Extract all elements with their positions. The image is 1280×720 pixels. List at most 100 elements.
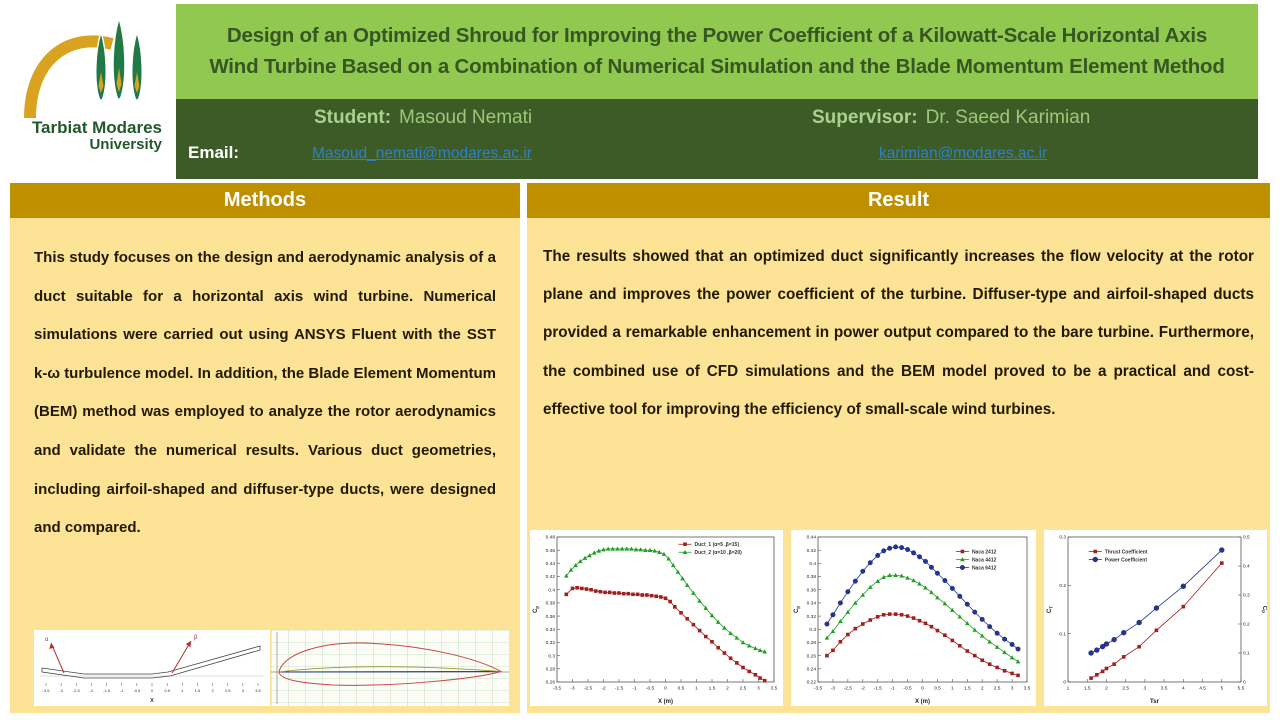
svg-text:2.5: 2.5	[1122, 686, 1129, 692]
chord-line	[278, 670, 502, 673]
svg-text:Naca 4412: Naca 4412	[972, 557, 997, 563]
svg-text:2: 2	[981, 686, 984, 692]
svg-text:-1: -1	[120, 688, 124, 693]
svg-text:4.5: 4.5	[1199, 686, 1206, 692]
duct-profile-figure: α β -3.5 -3 -2.5 -2 -1.5 -1 -0.5 0 0.5 1 1.5 2 2.5 3 3…	[34, 630, 270, 706]
university-name-line1: Tarbiat Modares	[31, 118, 162, 137]
svg-text:0.22: 0.22	[807, 680, 817, 686]
logo-tree-left	[95, 29, 107, 101]
university-logo: Tarbiat Modares University	[0, 0, 176, 179]
svg-text:-0.5: -0.5	[133, 688, 141, 693]
svg-text:CP: CP	[1260, 606, 1267, 613]
svg-text:0.5: 0.5	[934, 686, 941, 692]
svg-text:-1: -1	[891, 686, 896, 692]
result-charts: -3.5 -3 -2.5 -2 -1.5 -1 -0.5 0 0.5 1 1.5 2 2.5 3 3.5 0.…	[530, 530, 1267, 706]
student-email-link[interactable]: Masoud_nemati@modares.ac.ir	[312, 145, 532, 162]
duct-axis-ticks: -3.5 -3 -2.5 -2 -1.5 -1 -0.5 0 0.5 1 1.5 2 2.5 3 3.5	[43, 683, 262, 693]
svg-text:-2: -2	[601, 686, 606, 692]
svg-text:0.1: 0.1	[1059, 631, 1066, 637]
svg-text:2: 2	[211, 688, 214, 693]
svg-text:0: 0	[664, 686, 667, 692]
svg-text:0.4: 0.4	[548, 587, 555, 593]
svg-text:0.42: 0.42	[546, 574, 556, 580]
svg-text:3: 3	[1144, 686, 1147, 692]
svg-text:CT: CT	[1047, 606, 1054, 613]
methods-text: This study focuses on the design and aer…	[34, 249, 496, 537]
svg-text:Duct_1 (α=5 ,β=15): Duct_1 (α=5 ,β=15)	[695, 542, 740, 548]
svg-text:0: 0	[921, 686, 924, 692]
svg-text:0: 0	[151, 688, 154, 693]
result-text: The results showed that an optimized duc…	[543, 248, 1254, 418]
methods-body: This study focuses on the design and aer…	[10, 218, 520, 713]
svg-text:Power Coefficient: Power Coefficient	[1105, 557, 1148, 563]
svg-text:Naca 6412: Naca 6412	[972, 565, 997, 571]
airfoil-figure	[271, 630, 509, 706]
svg-text:1: 1	[695, 686, 698, 692]
methods-figures: α β -3.5 -3 -2.5 -2 -1.5 -1 -0.5 0 0.5 1 1.5 2 2.5 3 3…	[34, 630, 509, 706]
svg-text:1.5: 1.5	[964, 686, 971, 692]
svg-text:0.24: 0.24	[807, 667, 817, 673]
svg-text:0.4: 0.4	[1243, 564, 1250, 570]
svg-text:3.5: 3.5	[255, 688, 261, 693]
airfoil-outline	[278, 642, 503, 686]
logo-tree-right	[131, 29, 143, 101]
duct-xaxis-label: X	[150, 698, 154, 704]
svg-text:0.3: 0.3	[809, 627, 816, 633]
svg-text:0.34: 0.34	[807, 601, 817, 607]
svg-text:3: 3	[242, 688, 245, 693]
poster-title: Design of an Optimized Shroud for Improv…	[209, 23, 1225, 78]
svg-text:0.44: 0.44	[546, 561, 556, 567]
svg-text:0.44: 0.44	[807, 535, 817, 541]
svg-text:1.5: 1.5	[1084, 686, 1091, 692]
svg-text:0: 0	[1243, 680, 1246, 686]
methods-header-title: Methods	[223, 189, 307, 211]
svg-text:-3.5: -3.5	[553, 686, 562, 692]
svg-text:-2.5: -2.5	[844, 686, 853, 692]
svg-text:-3: -3	[59, 688, 63, 693]
svg-text:Naca 2412: Naca 2412	[972, 549, 997, 555]
alpha-arrow	[50, 642, 65, 674]
supervisor-label: Supervisor:	[812, 107, 918, 128]
svg-text:-3.5: -3.5	[814, 686, 823, 692]
logo-tree-slit-middle	[116, 68, 122, 92]
student-name: Masoud Nemati	[399, 107, 533, 128]
svg-text:0.36: 0.36	[807, 587, 817, 593]
logo-tree-slit-right	[134, 72, 140, 93]
svg-text:0.3: 0.3	[1059, 535, 1066, 541]
svg-text:0.32: 0.32	[546, 640, 556, 646]
supervisor-group: Supervisor: Dr. Saeed Karimian	[812, 107, 1090, 129]
svg-text:0.2: 0.2	[1243, 622, 1250, 628]
svg-text:-1.5: -1.5	[874, 686, 883, 692]
svg-text:Thrust Coefficient: Thrust Coefficient	[1105, 549, 1148, 555]
university-name: Tarbiat Modares University	[0, 118, 162, 154]
svg-text:1: 1	[1067, 686, 1070, 692]
svg-text:Tsr: Tsr	[1150, 699, 1160, 705]
svg-text:-2.5: -2.5	[584, 686, 593, 692]
alpha-arrowhead	[49, 643, 55, 649]
university-name-line2: University	[89, 136, 162, 154]
svg-text:0.4: 0.4	[809, 561, 816, 567]
alpha-label: α	[45, 637, 49, 643]
naca-cp-chart: -3.5 -3 -2.5 -2 -1.5 -1 -0.5 0 0.5 1 1.5 2 2.5 3 3.5 0.…	[791, 530, 1036, 706]
duct-cp-chart: -3.5 -3 -2.5 -2 -1.5 -1 -0.5 0 0.5 1 1.5 2 2.5 3 3.5 0.…	[530, 530, 783, 706]
result-header: Result	[527, 183, 1270, 218]
svg-text:0.1: 0.1	[1243, 651, 1250, 657]
svg-text:3.5: 3.5	[771, 686, 778, 692]
svg-text:Duct_2 (α=10 ,β=20): Duct_2 (α=10 ,β=20)	[695, 550, 743, 556]
svg-text:0.34: 0.34	[546, 627, 556, 633]
svg-text:X (m): X (m)	[658, 699, 673, 705]
svg-text:2: 2	[726, 686, 729, 692]
methods-header: Methods	[10, 183, 520, 218]
email-label: Email:	[188, 143, 240, 162]
svg-text:2: 2	[1105, 686, 1108, 692]
beta-arrowhead	[185, 641, 191, 648]
svg-text:0.46: 0.46	[546, 548, 556, 554]
student-label: Student:	[314, 107, 392, 128]
svg-text:-2.5: -2.5	[73, 688, 81, 693]
svg-text:-3.5: -3.5	[43, 688, 51, 693]
svg-text:0.3: 0.3	[548, 653, 555, 659]
svg-text:0.5: 0.5	[678, 686, 685, 692]
logo-tree-slit-left	[98, 72, 104, 93]
svg-text:-2: -2	[90, 688, 94, 693]
supervisor-email-link[interactable]: karimian@modares.ac.ir	[879, 145, 1048, 162]
